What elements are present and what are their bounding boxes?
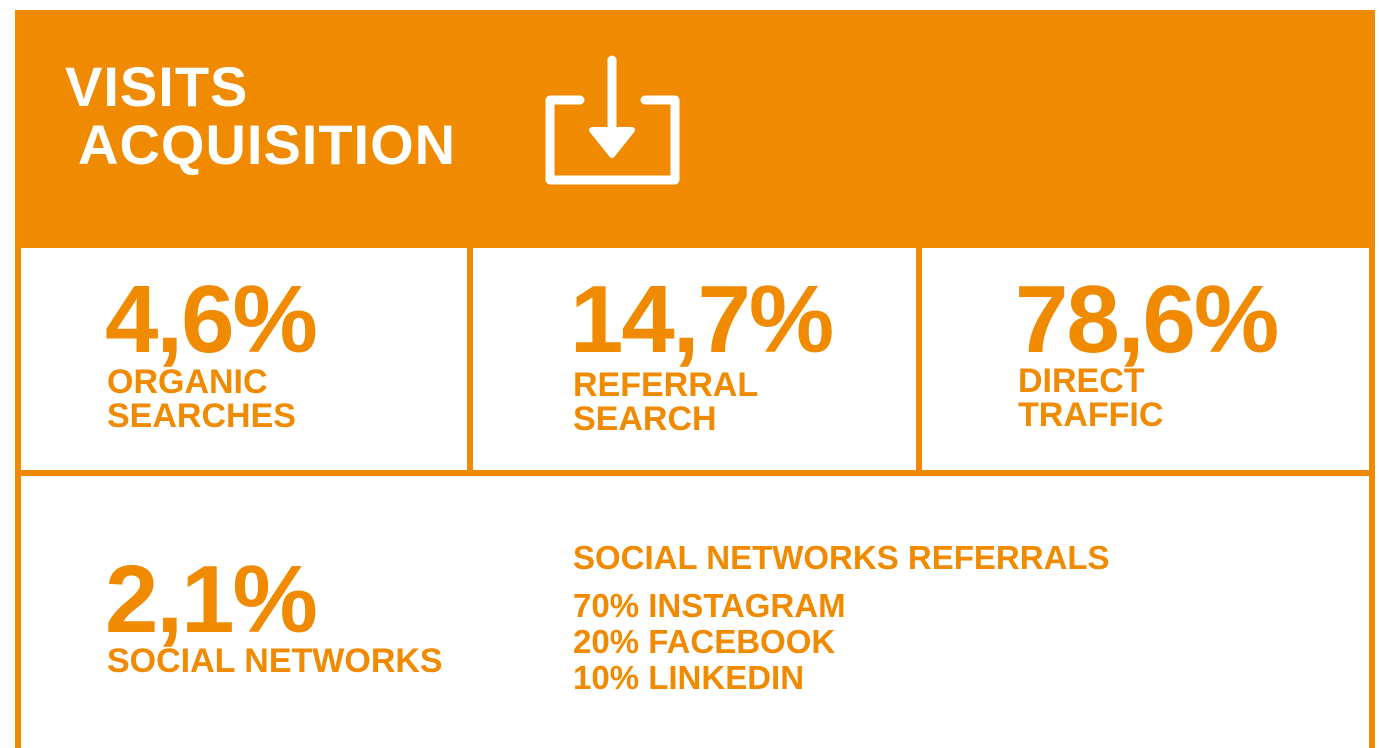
referral-item: 10% LINKEDIN <box>573 659 805 696</box>
title-line: ACQUISITION <box>78 113 457 176</box>
stat-label: TRAFFIC <box>1018 396 1164 434</box>
stat-label: ORGANIC <box>107 363 268 401</box>
stat-label: SEARCH <box>573 400 717 438</box>
title-line: VISITS <box>65 55 249 118</box>
stat-value: 78,6% <box>1015 266 1279 373</box>
stat-label: SOCIAL NETWORKS <box>107 642 443 680</box>
referral-item: 20% FACEBOOK <box>573 623 836 660</box>
divider <box>15 470 1375 476</box>
header <box>15 10 1375 248</box>
stat-value: 4,6% <box>105 266 318 373</box>
stat-label: REFERRAL <box>573 366 759 404</box>
stat-value: 2,1% <box>105 546 318 653</box>
stat-label: DIRECT <box>1018 362 1145 400</box>
download-icon <box>545 55 680 185</box>
divider <box>916 245 922 475</box>
stat-value: 14,7% <box>570 266 834 373</box>
stat-label: SEARCHES <box>107 397 296 435</box>
referral-item: 70% INSTAGRAM <box>573 587 846 624</box>
referrals-title: SOCIAL NETWORKS REFERRALS <box>573 539 1110 576</box>
divider <box>467 245 473 475</box>
